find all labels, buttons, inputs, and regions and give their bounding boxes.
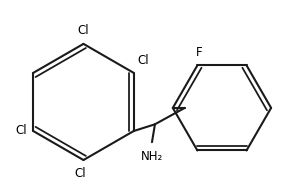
Text: NH₂: NH₂ <box>141 150 163 163</box>
Text: Cl: Cl <box>78 24 89 37</box>
Text: Cl: Cl <box>75 167 86 180</box>
Text: Cl: Cl <box>15 124 27 137</box>
Text: Cl: Cl <box>137 54 149 67</box>
Text: F: F <box>196 46 202 59</box>
